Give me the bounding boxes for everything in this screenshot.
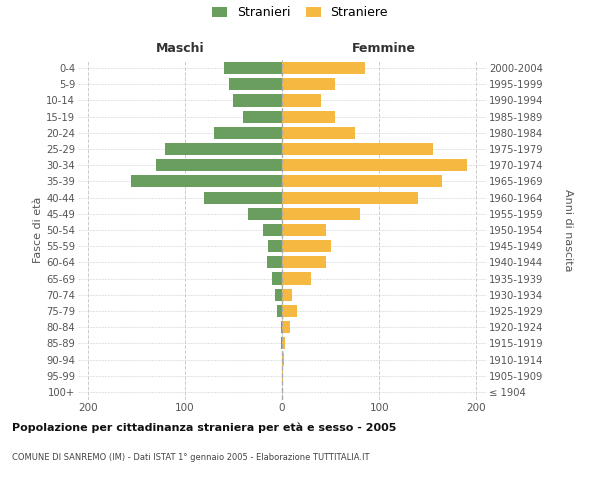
Bar — [277, 305, 282, 317]
Bar — [166, 143, 282, 155]
Bar — [282, 321, 290, 333]
Bar — [282, 272, 311, 284]
Text: Femmine: Femmine — [352, 42, 416, 55]
Legend: Stranieri, Straniere: Stranieri, Straniere — [212, 6, 388, 19]
Bar — [282, 62, 365, 74]
Bar — [272, 272, 282, 284]
Bar — [282, 143, 433, 155]
Bar — [282, 127, 355, 139]
Bar — [131, 176, 282, 188]
Bar — [282, 192, 418, 203]
Bar — [282, 176, 442, 188]
Bar — [248, 208, 282, 220]
Bar — [268, 256, 282, 268]
Bar — [282, 256, 326, 268]
Bar — [282, 240, 331, 252]
Bar — [233, 94, 282, 106]
Bar — [282, 288, 292, 301]
Bar — [204, 192, 282, 203]
Bar — [282, 338, 285, 349]
Bar — [156, 159, 282, 172]
Bar — [263, 224, 282, 236]
Y-axis label: Fasce di età: Fasce di età — [34, 197, 43, 263]
Bar — [229, 78, 282, 90]
Y-axis label: Anni di nascita: Anni di nascita — [563, 188, 573, 271]
Bar — [282, 159, 467, 172]
Text: Maschi: Maschi — [155, 42, 205, 55]
Text: Popolazione per cittadinanza straniera per età e sesso - 2005: Popolazione per cittadinanza straniera p… — [12, 422, 397, 433]
Bar — [243, 110, 282, 122]
Bar — [282, 354, 284, 366]
Bar — [282, 78, 335, 90]
Bar — [224, 62, 282, 74]
Bar — [281, 321, 282, 333]
Bar — [281, 338, 282, 349]
Bar — [282, 305, 296, 317]
Bar — [268, 240, 282, 252]
Text: COMUNE DI SANREMO (IM) - Dati ISTAT 1° gennaio 2005 - Elaborazione TUTTITALIA.IT: COMUNE DI SANREMO (IM) - Dati ISTAT 1° g… — [12, 452, 370, 462]
Bar — [282, 110, 335, 122]
Bar — [275, 288, 282, 301]
Bar — [214, 127, 282, 139]
Bar — [282, 94, 321, 106]
Bar — [282, 370, 283, 382]
Bar — [282, 208, 360, 220]
Bar — [282, 224, 326, 236]
